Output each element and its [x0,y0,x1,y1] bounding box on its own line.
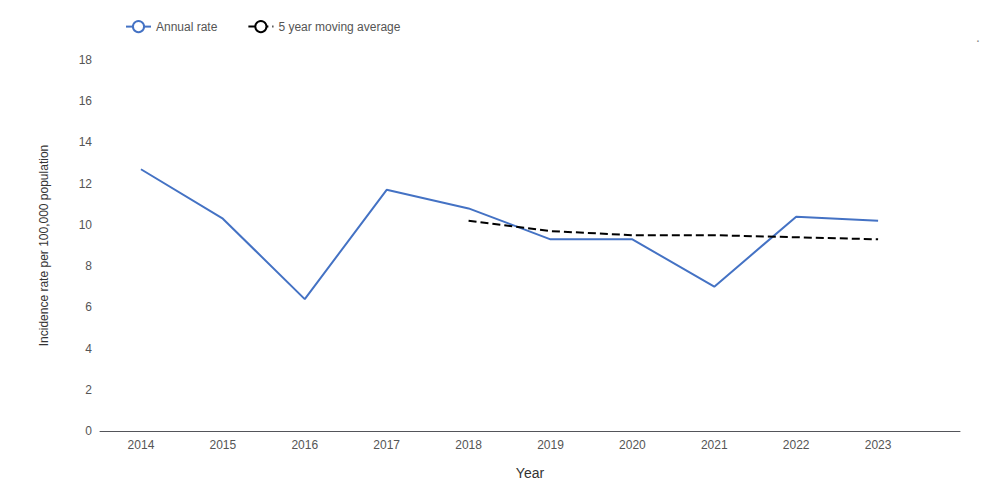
svg-text:2021: 2021 [701,438,728,452]
svg-text:2017: 2017 [373,438,400,452]
svg-text:10: 10 [79,218,93,232]
svg-text:2: 2 [85,383,92,397]
svg-text:14: 14 [79,135,93,149]
svg-text:2022: 2022 [783,438,810,452]
svg-text:18: 18 [79,53,93,67]
svg-text:8: 8 [85,259,92,273]
svg-text:Annual rate: Annual rate [156,20,218,34]
svg-text:16: 16 [79,94,93,108]
svg-text:2015: 2015 [210,438,237,452]
svg-text:4: 4 [85,342,92,356]
svg-text:5 year moving average: 5 year moving average [278,20,400,34]
svg-text:0: 0 [85,424,92,438]
svg-text:Year: Year [516,465,545,481]
svg-text:2023: 2023 [865,438,892,452]
svg-text:2019: 2019 [537,438,564,452]
svg-text:12: 12 [79,177,93,191]
svg-text:.: . [976,29,980,45]
svg-text:Incidence rate per 100,000 pop: Incidence rate per 100,000 population [37,145,51,347]
svg-text:2018: 2018 [455,438,482,452]
svg-text:2014: 2014 [128,438,155,452]
svg-text:2016: 2016 [291,438,318,452]
svg-text:6: 6 [85,300,92,314]
svg-text:2020: 2020 [619,438,646,452]
